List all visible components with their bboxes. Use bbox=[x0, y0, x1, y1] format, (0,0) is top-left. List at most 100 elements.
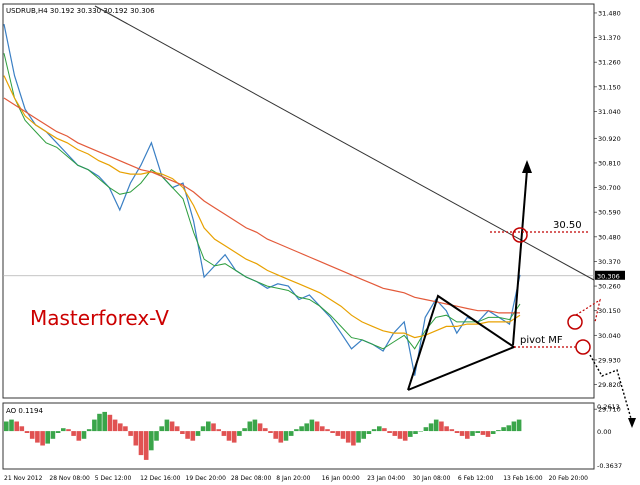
price-tick-label: 29.710 bbox=[598, 406, 621, 414]
ao-bar bbox=[71, 431, 76, 436]
price-tick-label: 31.040 bbox=[598, 108, 621, 116]
ao-bar bbox=[340, 431, 346, 439]
ao-bar bbox=[496, 430, 501, 432]
ao-bar bbox=[112, 419, 118, 432]
ao-tick-top: 0.2613 bbox=[597, 403, 620, 411]
descending-trendline bbox=[94, 5, 595, 281]
ao-bar bbox=[180, 431, 185, 434]
ao-bar bbox=[226, 431, 232, 441]
ao-bar bbox=[231, 431, 237, 443]
ao-bar bbox=[24, 431, 30, 433]
ao-bar bbox=[66, 429, 71, 432]
time-tick-label: 28 Nov 08:00 bbox=[49, 475, 90, 482]
price-tick-label: 31.370 bbox=[598, 34, 621, 42]
ao-bar bbox=[174, 426, 180, 432]
ao-bar bbox=[288, 431, 294, 436]
ao-bar bbox=[299, 426, 304, 432]
ao-bar bbox=[164, 419, 170, 432]
ao-bar bbox=[330, 431, 335, 433]
time-tick-label: 28 Dec 08:00 bbox=[231, 475, 272, 482]
price-tick-label: 30.370 bbox=[598, 258, 621, 266]
ao-bar bbox=[247, 421, 253, 432]
ao-bar bbox=[154, 431, 159, 441]
ao-plot-frame bbox=[2, 402, 595, 470]
price-tick-label: 30.480 bbox=[598, 233, 621, 241]
ao-bar bbox=[490, 431, 496, 434]
time-tick-label: 8 Jan 20:00 bbox=[276, 475, 310, 482]
ao-bars bbox=[4, 411, 522, 460]
time-tick-label: 19 Dec 20:00 bbox=[186, 475, 227, 482]
ao-tick-zero: 0.00 bbox=[597, 428, 611, 436]
ao-bar bbox=[102, 411, 107, 432]
ao-bar bbox=[35, 431, 40, 443]
time-tick-label: 16 Jan 00:00 bbox=[322, 475, 360, 482]
ao-bar bbox=[382, 428, 387, 432]
ao-bar bbox=[206, 421, 211, 432]
ao-bar bbox=[268, 431, 273, 433]
ao-bar bbox=[118, 423, 123, 432]
ao-bar bbox=[55, 431, 61, 433]
ao-bar bbox=[475, 431, 480, 433]
ao-bar bbox=[506, 425, 512, 432]
time-tick-label: 20 Feb 20:00 bbox=[549, 475, 589, 482]
ao-bar bbox=[418, 431, 423, 432]
time-tick-label: 23 Jan 04:00 bbox=[367, 475, 405, 482]
time-tick-label: 30 Jan 08:00 bbox=[412, 475, 450, 482]
ao-bar bbox=[371, 429, 377, 432]
current-price-tag bbox=[595, 270, 625, 280]
ao-bar bbox=[97, 413, 102, 432]
ao-bar bbox=[516, 419, 522, 432]
ao-bar bbox=[133, 431, 139, 446]
price-tick-label: 29.930 bbox=[598, 356, 621, 364]
ao-bar bbox=[29, 431, 35, 439]
ao-bar bbox=[294, 429, 299, 432]
ao-bar bbox=[143, 431, 149, 460]
ao-bar bbox=[423, 427, 429, 431]
ao-bar bbox=[413, 431, 418, 434]
price-tick-label: 30.260 bbox=[598, 283, 621, 291]
ao-bar bbox=[501, 427, 506, 431]
ao-bar bbox=[61, 428, 66, 432]
ao-bar bbox=[221, 431, 227, 436]
ao-bar bbox=[107, 414, 113, 432]
current-price-label: 30.306 bbox=[597, 272, 620, 280]
price-tick-label: 30.150 bbox=[598, 307, 621, 315]
ao-bar bbox=[242, 428, 247, 432]
time-tick-label: 21 Nov 2012 bbox=[4, 475, 43, 482]
ao-bar bbox=[377, 426, 382, 432]
price-tick-label: 30.810 bbox=[598, 159, 621, 167]
price-tick-label: 29.820 bbox=[598, 381, 621, 389]
ao-bar bbox=[50, 431, 56, 439]
up-arrow-icon bbox=[522, 160, 532, 173]
target-label: 30.50 bbox=[553, 220, 582, 231]
ao-bar bbox=[454, 431, 460, 433]
main-plot-frame bbox=[2, 3, 595, 399]
time-axis: 21 Nov 2012 28 Nov 08:00 5 Dec 12:00 12 Dec… bbox=[4, 475, 588, 482]
down-arrow-icon bbox=[628, 418, 636, 428]
resistance-circle bbox=[567, 314, 583, 330]
price-tick-label: 30.920 bbox=[598, 135, 621, 143]
ao-bar bbox=[397, 431, 403, 439]
ao-bar bbox=[185, 431, 190, 439]
price-tick-label: 31.260 bbox=[598, 59, 621, 67]
ao-bar bbox=[361, 431, 366, 439]
ao-bar bbox=[433, 419, 439, 432]
ao-bar bbox=[149, 431, 154, 451]
ao-bar bbox=[325, 429, 330, 432]
ao-bar bbox=[309, 419, 315, 432]
ao-bar bbox=[439, 421, 444, 432]
ao-bar bbox=[408, 431, 413, 437]
projection-path bbox=[589, 354, 633, 423]
ao-bar bbox=[19, 426, 25, 432]
ao-bar bbox=[304, 423, 309, 432]
ao-bar bbox=[465, 431, 470, 439]
resistance-path bbox=[575, 298, 601, 323]
ao-bar bbox=[387, 431, 392, 433]
series-layer bbox=[3, 23, 521, 376]
breakout-arrow-line bbox=[512, 169, 528, 346]
ao-bar bbox=[4, 421, 9, 432]
ao-bar bbox=[159, 426, 164, 432]
triangle-pattern bbox=[407, 294, 517, 391]
pivot-label: pivot MF bbox=[520, 335, 563, 346]
